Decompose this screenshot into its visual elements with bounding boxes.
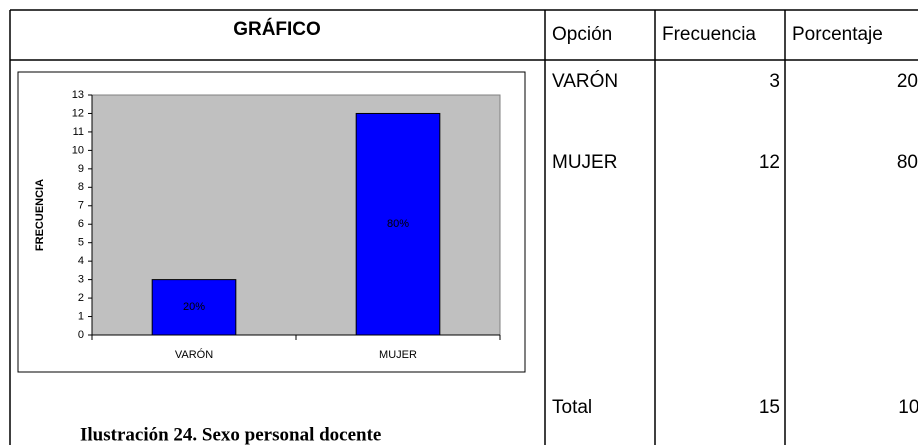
y-tick-label: 4 (78, 255, 84, 267)
header-cell: Opción (552, 24, 612, 45)
bar (355, 112, 441, 336)
y-tick-label: 11 (73, 126, 84, 138)
header-cell: Porcentaje (792, 24, 883, 45)
cell: 100 (898, 397, 918, 418)
y-tick-label: 6 (78, 218, 84, 230)
cell: MUJER (552, 152, 617, 173)
cell: VARÓN (552, 70, 618, 92)
y-tick-label: 9 (78, 163, 84, 175)
table-lines (9, 9, 918, 445)
x-tick-label: VARÓN (175, 348, 213, 361)
cell: 20 (897, 71, 918, 92)
y-tick-label: 3 (78, 274, 84, 286)
chart: 012345678910111213FRECUENCIAVARÓN20%MUJE… (34, 89, 501, 361)
value-label: 80% (387, 218, 409, 230)
header-cell: GRÁFICO (233, 18, 321, 40)
cell: 15 (759, 397, 780, 418)
y-tick-label: 8 (78, 181, 84, 193)
bar (151, 279, 237, 336)
y-tick-label: 1 (78, 310, 84, 322)
caption: Ilustración 24. Sexo personal docente (80, 424, 381, 445)
y-tick-label: 2 (78, 292, 84, 304)
y-tick-label: 12 (72, 107, 84, 119)
y-tick-label: 10 (72, 144, 84, 156)
y-axis-label: FRECUENCIA (34, 179, 46, 251)
header-cell: Frecuencia (662, 24, 756, 45)
y-tick-label: 13 (72, 89, 84, 101)
y-tick-label: 7 (78, 200, 84, 212)
cell: 3 (769, 71, 780, 92)
y-tick-label: 0 (78, 329, 84, 341)
y-tick-label: 5 (78, 237, 84, 249)
value-label: 20% (183, 301, 205, 313)
cell: 80 (897, 152, 918, 173)
cell: 12 (759, 152, 780, 173)
cell: Total (552, 397, 592, 418)
x-tick-label: MUJER (379, 349, 417, 361)
